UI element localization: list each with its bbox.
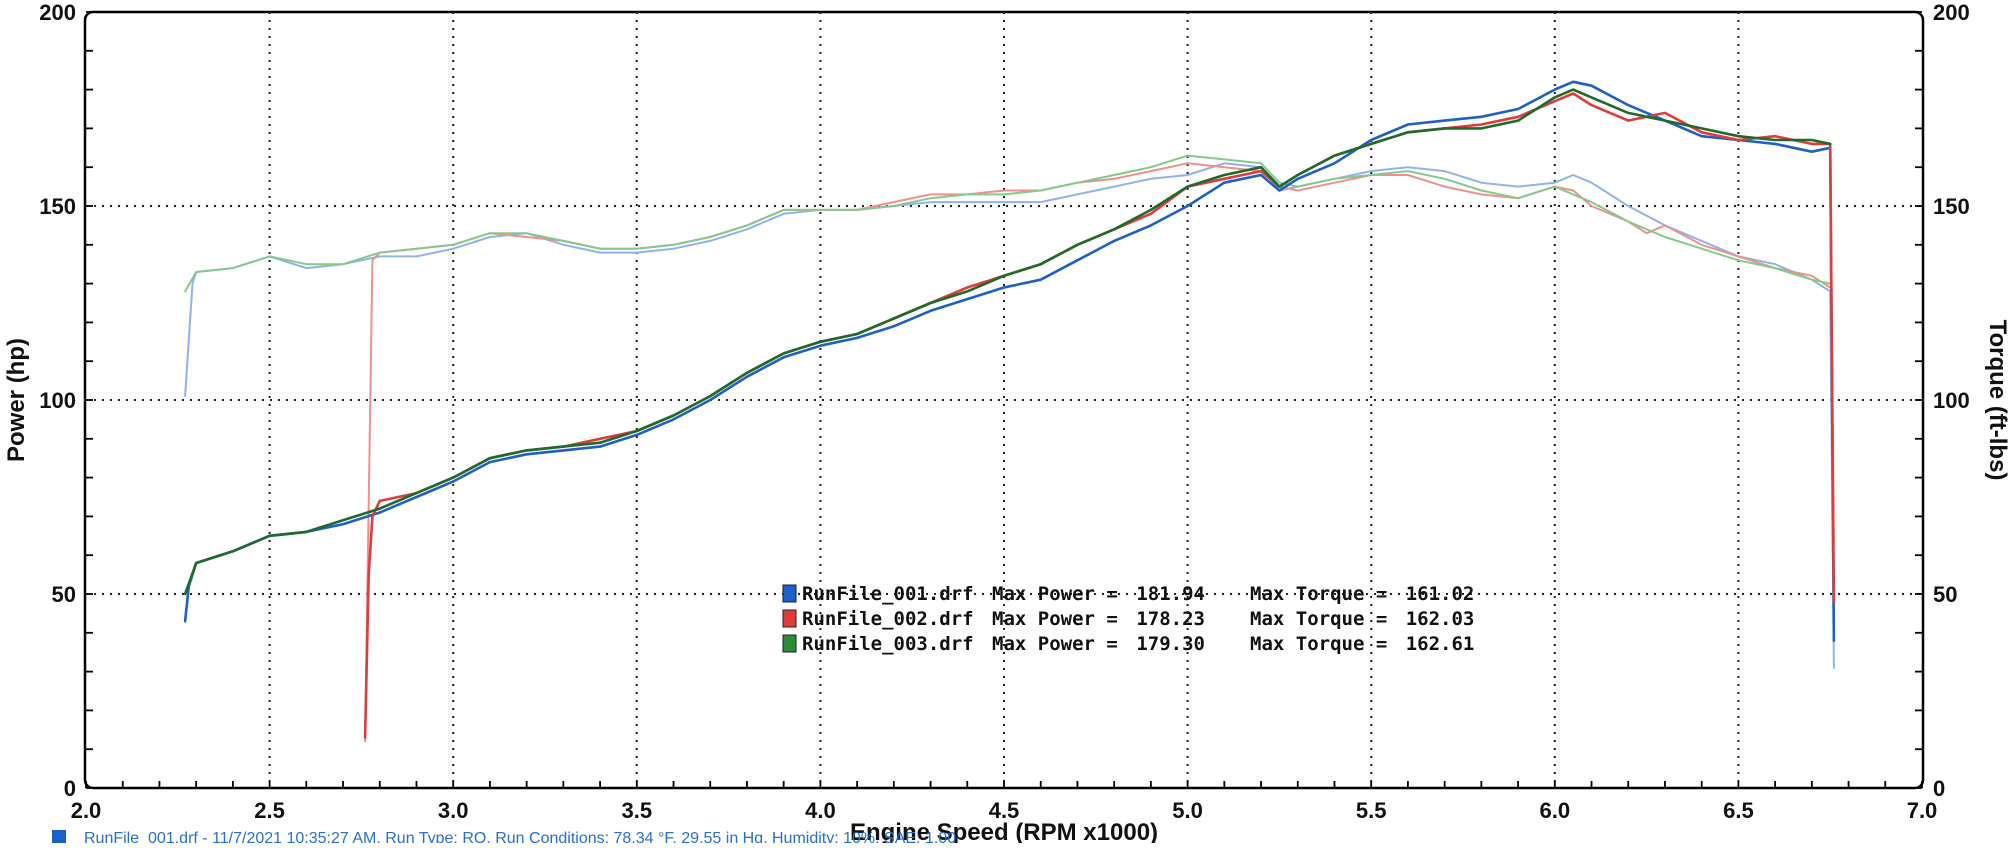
svg-text:RunFile_003.drf Max: RunFile_003.drf Max Power = 179.30 Max T… bbox=[802, 633, 1474, 655]
legend-power-label-run3: Max Power = bbox=[992, 633, 1118, 655]
y-right-tick-label: 0 bbox=[1933, 776, 1945, 801]
y-right-tick-label: 200 bbox=[1933, 0, 1970, 25]
legend-power-run1: 181.94 bbox=[1136, 583, 1205, 605]
series-layer bbox=[183, 80, 1836, 743]
x-tick-label: 6.0 bbox=[1540, 798, 1571, 823]
legend-swatch-run1 bbox=[782, 584, 797, 603]
footer-text: RunFile_001.drf - 11/7/2021 10:35:27 AM,… bbox=[84, 830, 956, 843]
x-axis-title: Engine Speed (RPM x1000) bbox=[850, 819, 1158, 843]
legend-torque-label-run2: Max Torque = bbox=[1250, 608, 1387, 630]
svg-text:RunFile_001.drf Max: RunFile_001.drf Max Power = 181.94 Max T… bbox=[802, 583, 1474, 605]
y-right-tick-label: 100 bbox=[1933, 388, 1970, 413]
series-line-run3-power bbox=[183, 88, 1832, 596]
y-axis-right-title: Torque (ft-lbs) bbox=[1984, 320, 2011, 481]
legend-power-label-run1: Max Power = bbox=[992, 583, 1118, 605]
legend-entry-run1: RunFile_001.drf Max Power = 181.94 Max T… bbox=[782, 583, 1474, 605]
legend-power-run3: 179.30 bbox=[1136, 633, 1205, 655]
x-tick-label: 4.0 bbox=[805, 798, 836, 823]
footer-swatch bbox=[52, 830, 66, 843]
footer: RunFile_001.drf - 11/7/2021 10:35:27 AM,… bbox=[52, 830, 956, 847]
x-tick-label: 5.0 bbox=[1172, 798, 1203, 823]
y-left-tick-label: 200 bbox=[39, 0, 76, 25]
y-right-tick-label: 50 bbox=[1933, 582, 1957, 607]
x-tick-label: 6.5 bbox=[1723, 798, 1754, 823]
legend-entry-run3: RunFile_003.drf Max Power = 179.30 Max T… bbox=[782, 633, 1474, 655]
y-left-tick-label: 50 bbox=[52, 582, 76, 607]
x-tick-label: 5.5 bbox=[1356, 798, 1387, 823]
y-left-tick-label: 150 bbox=[39, 194, 76, 219]
legend-torque-run2: 162.03 bbox=[1406, 608, 1475, 630]
legend-swatch-run2 bbox=[782, 609, 797, 628]
series-line-run1-torque bbox=[184, 162, 1835, 669]
legend-torque-run3: 162.61 bbox=[1406, 633, 1475, 655]
legend-torque-label-run3: Max Torque = bbox=[1250, 633, 1387, 655]
x-tick-label: 3.0 bbox=[438, 798, 469, 823]
legend-file-run3: RunFile_003.drf bbox=[802, 633, 974, 655]
legend-power-run2: 178.23 bbox=[1136, 608, 1205, 630]
x-tick-label: 2.0 bbox=[71, 798, 102, 823]
y-right-tick-label: 150 bbox=[1933, 194, 1970, 219]
y-axis-left-title: Power (hp) bbox=[3, 338, 30, 462]
legend-entry-run2: RunFile_002.drf Max Power = 178.23 Max T… bbox=[782, 608, 1474, 630]
legend: RunFile_001.drf Max Power = 181.94 Max T… bbox=[782, 583, 1474, 655]
x-tick-label: 2.5 bbox=[254, 798, 285, 823]
legend-file-run2: RunFile_002.drf bbox=[802, 608, 974, 630]
legend-swatch-run3 bbox=[782, 634, 797, 653]
minor-ticks bbox=[85, 11, 1923, 789]
legend-torque-label-run1: Max Torque = bbox=[1250, 583, 1387, 605]
y-left-tick-label: 100 bbox=[39, 388, 76, 413]
y-left-tick-label: 0 bbox=[64, 776, 76, 801]
tick-labels: 2.0 2.5 3.0 3.5 4.0 4.5 5.0 5.5 6.0 6.5 7.00501001… bbox=[39, 0, 1969, 823]
svg-text:RunFile_002.drf Max: RunFile_002.drf Max Power = 178.23 Max T… bbox=[802, 608, 1474, 630]
x-tick-label: 4.5 bbox=[989, 798, 1020, 823]
series-line-run3-torque bbox=[184, 154, 1832, 293]
x-tick-label: 3.5 bbox=[622, 798, 653, 823]
legend-power-label-run2: Max Power = bbox=[992, 608, 1118, 630]
x-tick-label: 7.0 bbox=[1907, 798, 1938, 823]
legend-file-run1: RunFile_001.drf bbox=[802, 583, 974, 605]
series-line-run1-power bbox=[183, 80, 1836, 642]
legend-torque-run1: 161.02 bbox=[1406, 583, 1475, 605]
